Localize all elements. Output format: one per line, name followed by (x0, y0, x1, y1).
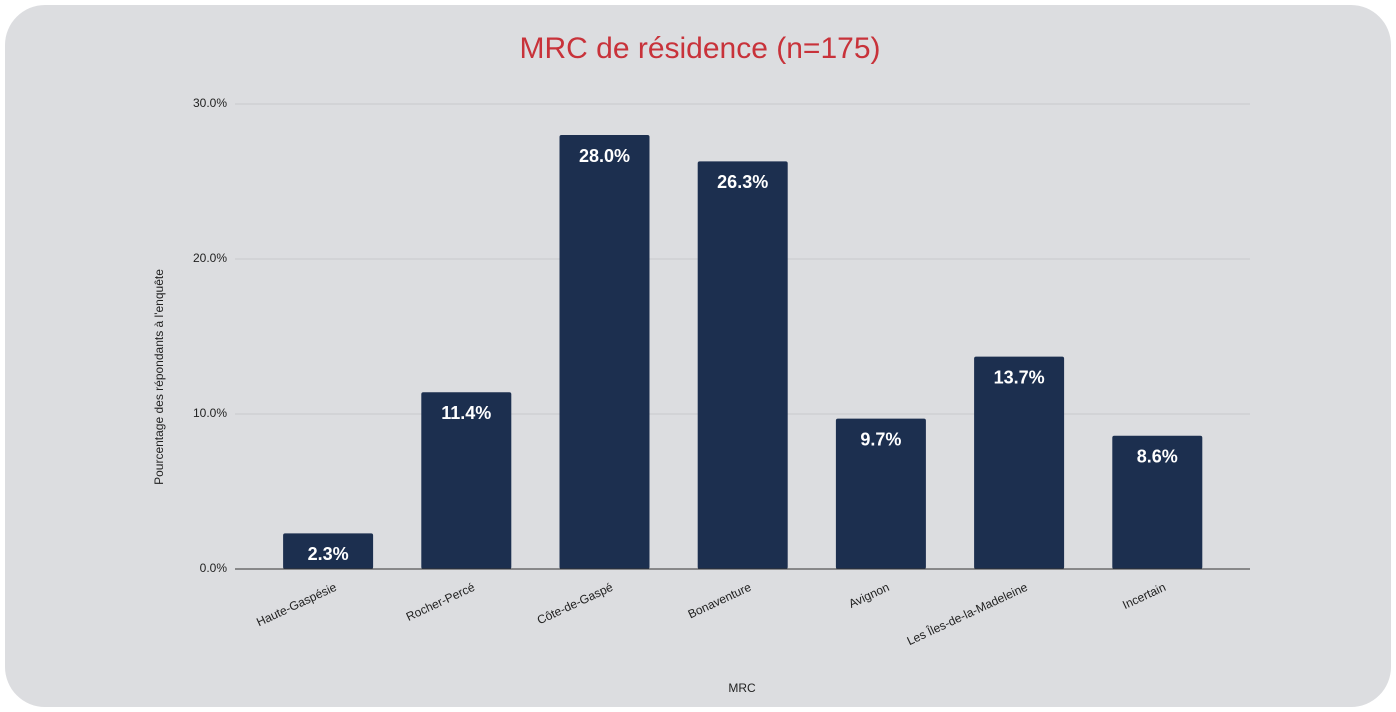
y-tick-label: 10.0% (193, 406, 227, 420)
chart-title: MRC de résidence (n=175) (519, 32, 880, 65)
y-tick-label: 0.0% (200, 561, 228, 575)
data-label: 13.7% (994, 367, 1045, 387)
data-label: 8.6% (1137, 446, 1178, 466)
y-tick-label: 30.0% (193, 96, 227, 110)
bar (283, 533, 374, 569)
data-label: 11.4% (441, 403, 491, 423)
y-axis-title: Pourcentage des répondants à l'enquête (152, 269, 166, 485)
data-label: 2.3% (308, 544, 349, 564)
bar (1112, 435, 1203, 569)
y-tick-label: 20.0% (193, 251, 227, 265)
bar (974, 356, 1065, 569)
x-axis-title: MRC (728, 681, 756, 695)
bar (835, 418, 926, 569)
data-label: 26.3% (717, 172, 768, 192)
bar (559, 135, 650, 569)
bar (421, 392, 512, 569)
bar (697, 161, 788, 569)
data-label: 28.0% (579, 146, 630, 166)
data-label: 9.7% (860, 429, 901, 449)
